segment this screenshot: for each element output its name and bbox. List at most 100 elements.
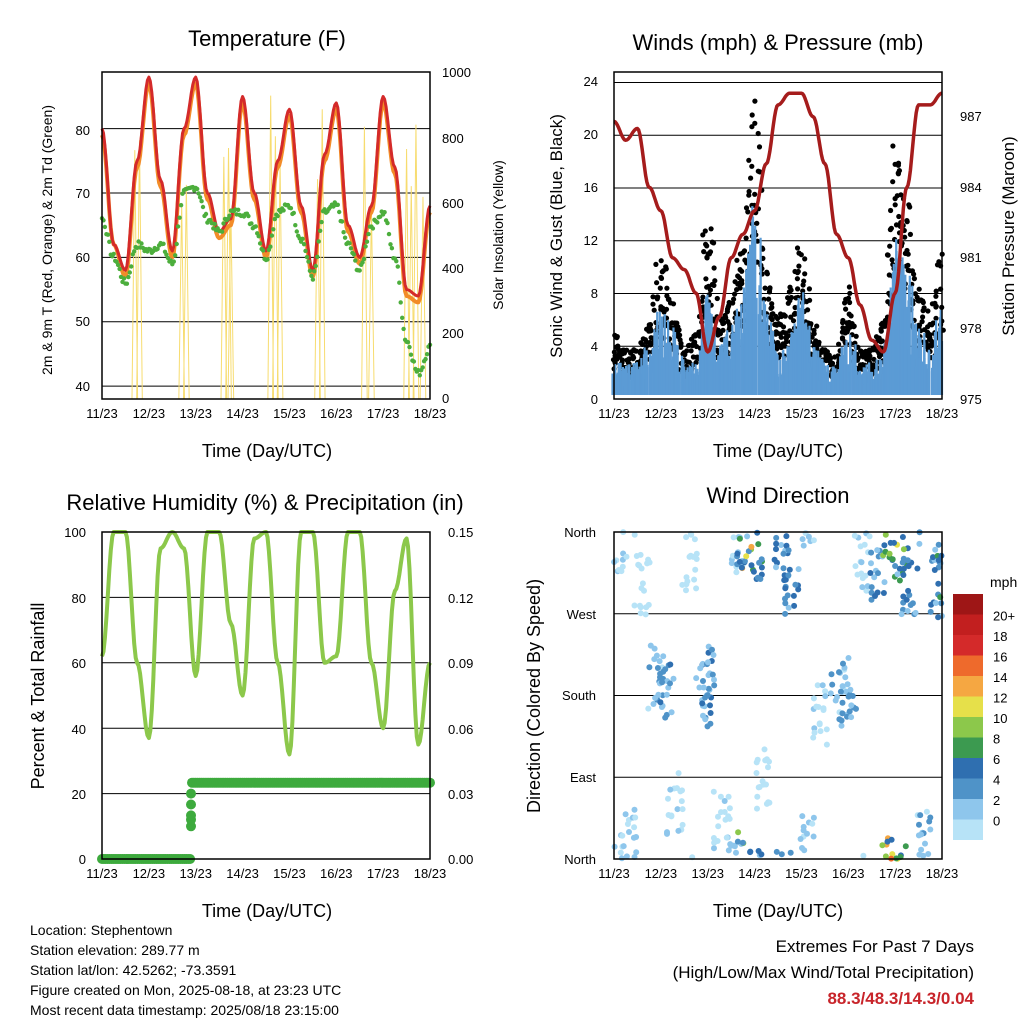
precip-point <box>186 810 196 821</box>
direction-series <box>611 529 945 862</box>
gust-point <box>933 293 939 299</box>
direction-point <box>647 642 654 649</box>
direction-point <box>699 700 706 707</box>
x-tick-label: 16/23 <box>832 866 865 881</box>
td2m-point <box>175 224 181 229</box>
direction-point <box>691 536 698 543</box>
x-tick-label: 18/23 <box>926 866 959 881</box>
gust-point <box>746 157 752 163</box>
gust-point <box>711 282 717 288</box>
direction-point <box>717 793 724 800</box>
precip-ytick-012: 0.12 <box>448 591 473 606</box>
gust-point <box>796 263 802 269</box>
direction-point <box>620 843 627 850</box>
direction-point <box>631 602 638 609</box>
gust-point <box>895 160 902 166</box>
direction-point <box>733 569 740 576</box>
gust-point <box>732 291 738 297</box>
direction-point <box>633 834 640 840</box>
solar-ytick-0: 0 <box>442 391 449 406</box>
direction-point <box>927 608 934 615</box>
gust-point <box>730 300 736 306</box>
direction-point <box>891 539 897 546</box>
direction-point <box>780 550 787 557</box>
td2m-point <box>301 242 307 247</box>
direction-point <box>838 722 845 729</box>
precip-point <box>186 788 196 799</box>
td2m-point <box>180 191 185 196</box>
temperature-panel: Temperature (F) 80 70 60 50 40 1000 800 … <box>39 26 506 461</box>
gust-point <box>851 324 857 330</box>
td2m-point <box>127 270 132 275</box>
gust-point <box>780 324 787 330</box>
direction-point <box>773 564 779 571</box>
direction-ticks: North West South East North <box>562 525 596 867</box>
x-tick-label: 16/23 <box>320 866 353 881</box>
direction-point <box>899 559 906 566</box>
dir-ytick-east: East <box>570 770 596 785</box>
td2m-point <box>342 235 348 240</box>
direction-point <box>711 682 718 689</box>
direction-point <box>792 581 799 588</box>
direction-point <box>894 571 901 578</box>
direction-point <box>763 800 770 807</box>
extremes-values: 88.3/48.3/14.3/0.04 <box>827 989 974 1008</box>
rh-ytick-60: 60 <box>72 656 86 671</box>
gust-point <box>878 328 884 334</box>
x-tick-label: 18/23 <box>414 866 447 881</box>
direction-point <box>861 541 868 548</box>
direction-point <box>693 585 700 592</box>
legend-label: 12 <box>993 691 1007 706</box>
gust-point <box>739 268 745 274</box>
gust-point <box>902 234 908 240</box>
td2m-point <box>173 253 178 258</box>
temp-ytick-70: 70 <box>76 186 90 201</box>
direction-point <box>657 699 664 706</box>
direction-point <box>722 816 729 823</box>
direction-point <box>739 839 746 846</box>
gust-point <box>614 335 620 341</box>
gust-point <box>712 278 718 284</box>
direction-point <box>738 564 745 571</box>
gust-point <box>774 346 780 352</box>
gust-point <box>702 228 708 234</box>
gust-point <box>749 163 755 169</box>
gust-point <box>871 356 877 362</box>
direction-point <box>839 683 846 690</box>
direction-point <box>721 798 728 804</box>
direction-point <box>882 853 889 860</box>
gust-point <box>781 312 787 318</box>
solar-insolation-trace <box>361 126 368 400</box>
direction-point <box>663 711 670 718</box>
direction-point <box>790 592 797 599</box>
gust-point <box>639 341 646 347</box>
gust-point <box>714 295 720 302</box>
direction-point <box>667 680 673 687</box>
direction-point <box>734 550 741 557</box>
direction-point <box>782 595 788 602</box>
dir-ytick-west: West <box>567 607 597 622</box>
legend-title: mph <box>990 574 1017 590</box>
temperature-ticks: 80 70 60 50 40 1000 800 600 400 200 0 <box>76 65 471 406</box>
wind-ytick-16: 16 <box>584 180 598 195</box>
direction-point <box>709 671 716 678</box>
direction-point <box>900 572 907 578</box>
direction-point <box>918 846 925 853</box>
x-tick-label: 13/23 <box>691 406 724 421</box>
legend-swatch <box>953 635 983 656</box>
td2m-point <box>111 251 116 257</box>
gust-point <box>746 192 752 198</box>
direction-title: Wind Direction <box>706 483 849 508</box>
temperature-xlabel: Time (Day/UTC) <box>202 441 332 461</box>
rh-line <box>100 530 432 757</box>
direction-point <box>815 704 822 710</box>
direction-point <box>804 830 810 837</box>
direction-point <box>935 580 942 587</box>
solar-insolation-trace <box>267 95 274 400</box>
td2m-point <box>236 207 241 212</box>
direction-point <box>780 565 787 572</box>
direction-point <box>848 714 855 721</box>
direction-point <box>902 843 909 850</box>
humidity-xlabel: Time (Day/UTC) <box>202 901 332 921</box>
gust-point <box>846 284 853 290</box>
